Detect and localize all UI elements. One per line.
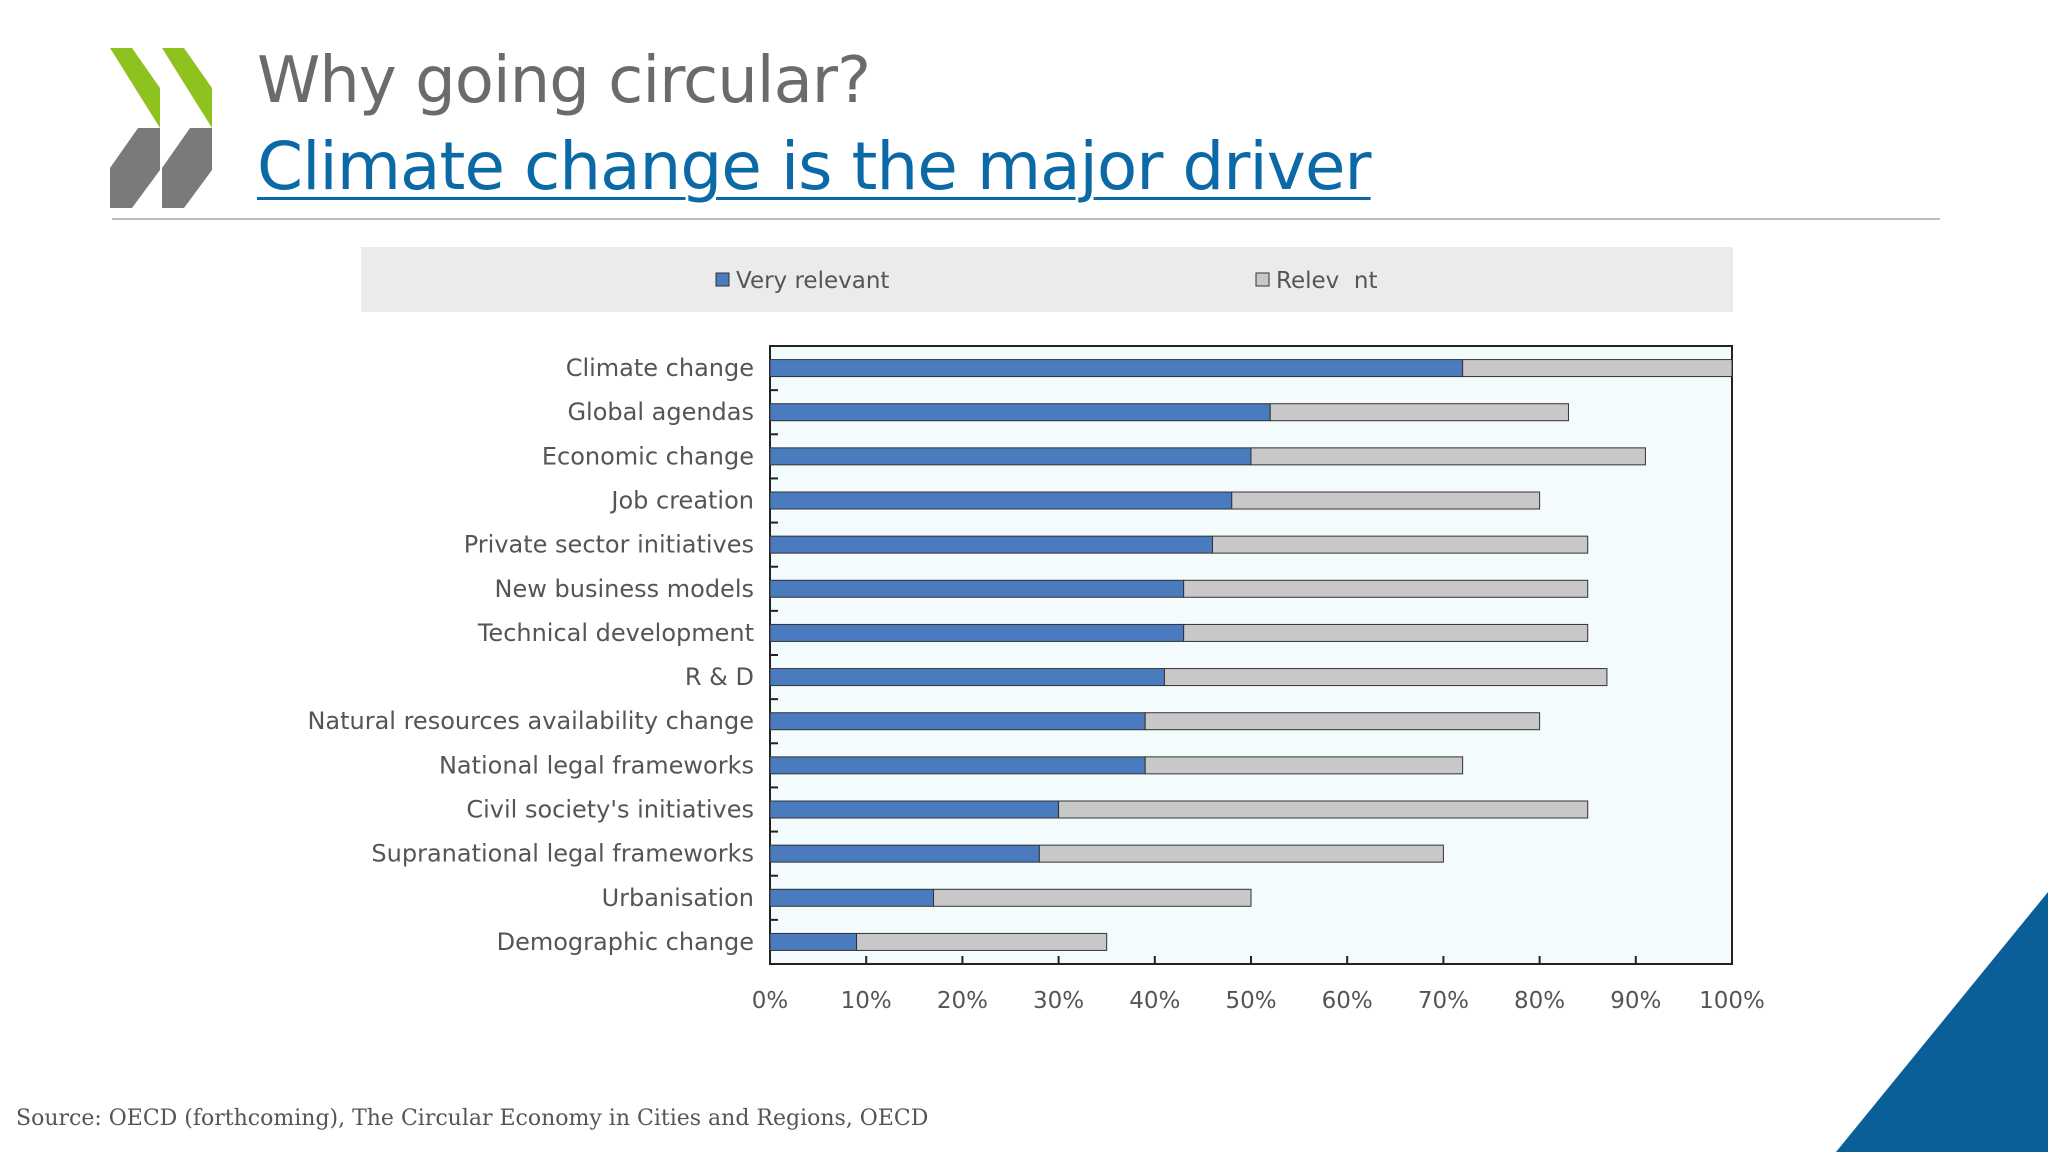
x-tick-label: 0% bbox=[752, 988, 789, 1014]
bar-relevant bbox=[1144, 756, 1464, 775]
logo-chevron-right-green bbox=[162, 48, 212, 128]
x-tick-label: 50% bbox=[1225, 988, 1276, 1014]
bar-relevant bbox=[1163, 668, 1608, 687]
bar-relevant bbox=[1144, 712, 1541, 731]
category-label: Natural resources availability change bbox=[307, 707, 754, 735]
bar-relevant bbox=[1212, 535, 1589, 554]
category-label: Economic change bbox=[542, 442, 754, 470]
bar-relevant bbox=[1462, 359, 1733, 378]
x-tick-label: 10% bbox=[841, 988, 892, 1014]
category-label: Climate change bbox=[566, 354, 754, 382]
slide-title: Why going circular? bbox=[257, 44, 871, 118]
bar-very-relevant bbox=[769, 491, 1233, 510]
x-tick-label: 60% bbox=[1322, 988, 1373, 1014]
x-tick-label: 30% bbox=[1033, 988, 1084, 1014]
bar-very-relevant bbox=[769, 359, 1464, 378]
legend-swatch-very-relevant bbox=[715, 272, 730, 287]
slide-subtitle-link[interactable]: Climate change is the major driver bbox=[257, 128, 1372, 205]
bar-relevant bbox=[1058, 800, 1589, 819]
corner-triangle bbox=[1836, 892, 2048, 1152]
logo-chevron-left-green bbox=[110, 48, 160, 128]
legend-swatch-relevant bbox=[1255, 272, 1270, 287]
legend: Very relevant Relev nt bbox=[715, 268, 1377, 294]
category-label: Demographic change bbox=[497, 928, 754, 956]
x-axis-ticks: 0% 10% 20% 30% 40% 50% 60% 70% 80% 90% 100% bbox=[752, 956, 1765, 1014]
stacked-bar-chart: Very relevant Relev nt Climate change Glob… bbox=[307, 247, 1765, 1014]
category-label: Supranational legal frameworks bbox=[371, 840, 754, 868]
bar-relevant bbox=[1269, 403, 1569, 422]
category-label: National legal frameworks bbox=[439, 751, 754, 779]
legend-label-relevant: Relev nt bbox=[1276, 268, 1377, 294]
x-tick-label: 40% bbox=[1129, 988, 1180, 1014]
corner-decoration bbox=[1836, 892, 2048, 1152]
bar-relevant bbox=[1231, 491, 1541, 510]
bar-relevant bbox=[1183, 579, 1589, 598]
oecd-logo bbox=[110, 48, 212, 208]
bar-very-relevant bbox=[769, 932, 858, 951]
bar-relevant bbox=[1038, 844, 1444, 863]
x-tick-label: 80% bbox=[1514, 988, 1565, 1014]
category-label: Civil society's initiatives bbox=[466, 796, 754, 824]
legend-background bbox=[361, 247, 1733, 312]
category-label: New business models bbox=[495, 575, 754, 603]
category-label: Global agendas bbox=[567, 398, 754, 426]
bar-relevant bbox=[1183, 623, 1589, 642]
bar-relevant bbox=[933, 888, 1252, 907]
bar-relevant bbox=[1250, 447, 1646, 466]
bar-very-relevant bbox=[769, 712, 1146, 731]
category-label: Private sector initiatives bbox=[464, 531, 754, 559]
bar-very-relevant bbox=[769, 844, 1040, 863]
bar-very-relevant bbox=[769, 888, 935, 907]
bar-very-relevant bbox=[769, 403, 1271, 422]
x-tick-label: 70% bbox=[1418, 988, 1469, 1014]
source-note: Source: OECD (forthcoming), The Circular… bbox=[16, 1106, 929, 1131]
bar-very-relevant bbox=[769, 800, 1060, 819]
bar-very-relevant bbox=[769, 535, 1214, 554]
bar-very-relevant bbox=[769, 756, 1146, 775]
bars bbox=[769, 359, 1733, 951]
category-label: Technical development bbox=[477, 619, 754, 647]
bar-relevant bbox=[856, 932, 1108, 951]
x-tick-label: 100% bbox=[1699, 988, 1765, 1014]
category-label: R & D bbox=[685, 663, 754, 691]
bar-very-relevant bbox=[769, 623, 1185, 642]
bar-very-relevant bbox=[769, 447, 1252, 466]
x-tick-label: 90% bbox=[1610, 988, 1661, 1014]
category-label: Job creation bbox=[609, 487, 754, 515]
logo-chevron-right-grey bbox=[162, 128, 212, 208]
category-labels: Climate change Global agendas Economic cha… bbox=[307, 354, 778, 956]
plot-area bbox=[769, 345, 1733, 965]
bar-very-relevant bbox=[769, 668, 1165, 687]
title-divider bbox=[112, 218, 1940, 220]
bar-very-relevant bbox=[769, 579, 1185, 598]
logo-chevron-left-grey bbox=[110, 128, 160, 208]
x-tick-label: 20% bbox=[937, 988, 988, 1014]
legend-label-very-relevant: Very relevant bbox=[736, 268, 889, 294]
category-label: Urbanisation bbox=[602, 884, 754, 912]
